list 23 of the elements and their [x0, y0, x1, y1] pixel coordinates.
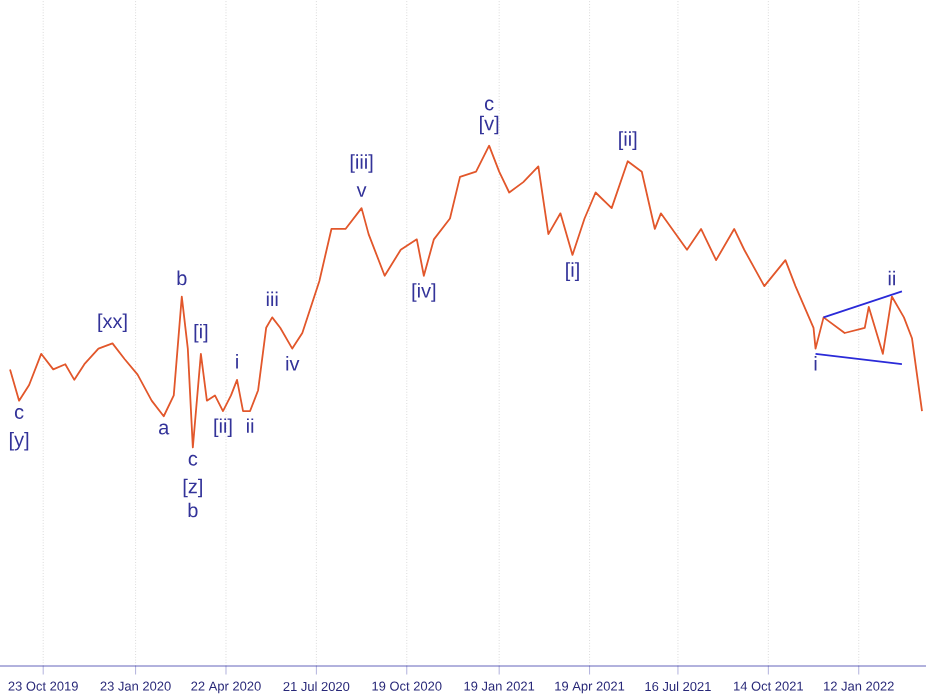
annotation: [iv] [412, 283, 436, 302]
annotation: [i] [194, 323, 208, 343]
annotation: v [356, 186, 367, 197]
annotation: [ii] [619, 131, 637, 150]
annotation: c [484, 99, 494, 111]
annotation: [y] [9, 431, 29, 451]
annotation: a [159, 423, 170, 435]
annotation: [v] [480, 115, 499, 135]
annotation: i [814, 355, 817, 371]
annotation: b [177, 270, 187, 286]
annotation: [i] [566, 262, 579, 281]
annotation: ii [888, 270, 895, 286]
annotation: c [14, 408, 24, 419]
annotation: ii [247, 418, 254, 433]
annotation: b [188, 502, 198, 518]
annotation: [xx] [98, 313, 127, 333]
annotation: i [236, 354, 238, 369]
annotation: iii [266, 291, 278, 307]
annotation: [ii] [214, 418, 232, 437]
annotation: iv [286, 355, 300, 371]
annotation: [iii] [350, 154, 373, 173]
annotation: [z] [183, 478, 202, 498]
annotation: c [188, 454, 198, 466]
